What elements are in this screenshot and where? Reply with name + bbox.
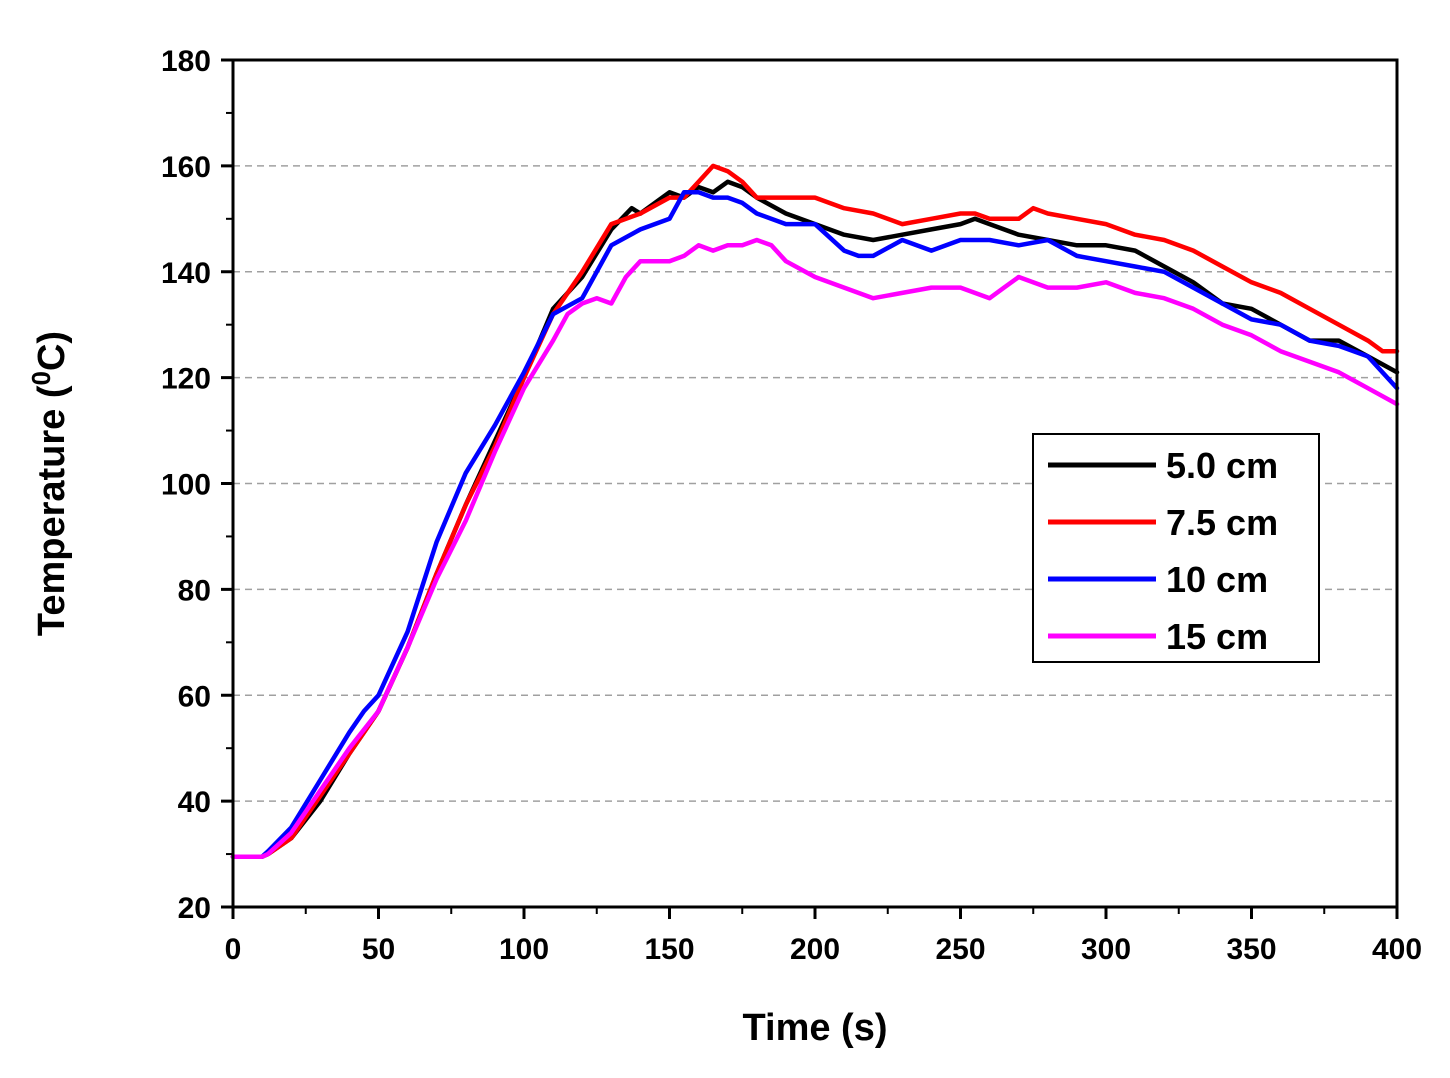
legend-label: 5.0 cm <box>1166 445 1278 486</box>
x-tick-label: 300 <box>1081 933 1131 966</box>
x-tick-label: 350 <box>1226 933 1276 966</box>
gridlines <box>233 165 1397 802</box>
legend-box <box>1032 433 1320 663</box>
y-tick-label: 100 <box>161 469 211 502</box>
x-tick-label: 50 <box>362 933 395 966</box>
y-tick-label: 60 <box>178 680 211 713</box>
x-tick-label: 150 <box>644 933 694 966</box>
y-axis-title-prefix: Temperature ( <box>31 385 73 636</box>
x-tick-label: 400 <box>1372 933 1422 966</box>
x-tick-label: 200 <box>790 933 840 966</box>
axis-ticks: 0 50 100 150 200 250 300 350 400 20 40 60 80 100 120 14… <box>161 45 1422 966</box>
legend-label: 7.5 cm <box>1166 502 1278 543</box>
series-line-3 <box>230 190 1400 859</box>
series-line-4 <box>230 237 1400 859</box>
y-tick-label: 20 <box>178 892 211 925</box>
y-axis-title-superscript: 0 <box>26 371 56 385</box>
x-tick-label: 250 <box>935 933 985 966</box>
y-axis-title: Temperature (0C) <box>26 331 73 636</box>
legend: 5.0 cm 7.5 cm 10 cm 15 cm <box>1032 433 1320 663</box>
y-tick-label: 140 <box>161 257 211 290</box>
x-axis-title: Time (s) <box>742 1007 887 1049</box>
y-tick-label: 40 <box>178 786 211 819</box>
x-tick-label: 0 <box>225 933 242 966</box>
y-axis-title-suffix: C) <box>31 331 73 371</box>
series-lines <box>230 163 1400 859</box>
legend-label: 15 cm <box>1166 616 1268 657</box>
y-tick-label: 80 <box>178 574 211 607</box>
y-tick-label: 160 <box>161 151 211 184</box>
x-tick-label: 100 <box>499 933 549 966</box>
y-tick-label: 120 <box>161 363 211 396</box>
legend-label: 10 cm <box>1166 559 1268 600</box>
y-tick-label: 180 <box>161 45 211 78</box>
